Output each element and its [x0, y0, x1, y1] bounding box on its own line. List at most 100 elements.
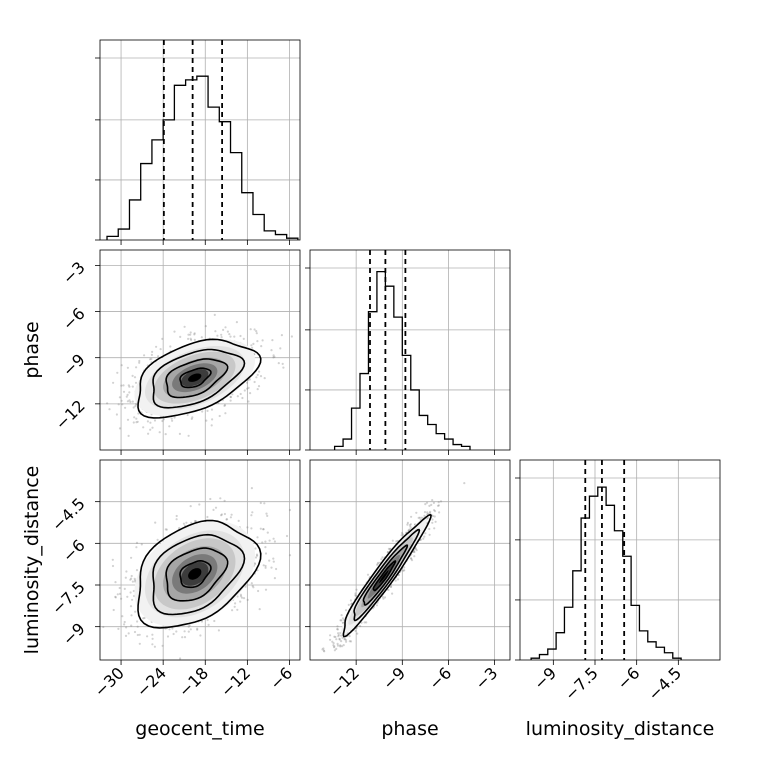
sample-point — [391, 539, 394, 542]
sample-point — [97, 627, 99, 629]
sample-point — [135, 403, 138, 406]
sample-point — [277, 362, 280, 365]
sample-point — [381, 595, 384, 599]
sample-point — [321, 648, 324, 651]
sample-point — [123, 623, 126, 626]
sample-point — [246, 381, 249, 384]
sample-point — [187, 333, 190, 336]
sample-point — [123, 587, 126, 591]
sample-point — [250, 514, 253, 517]
sample-point — [250, 487, 253, 490]
sample-point — [463, 482, 466, 485]
x-tick-label: −24 — [133, 663, 170, 700]
sample-point — [258, 370, 261, 373]
sample-point — [127, 384, 130, 387]
sample-point — [253, 328, 256, 331]
sample-point — [261, 541, 264, 544]
sample-point — [332, 644, 335, 647]
sample-point — [118, 592, 122, 596]
x-axis-label: luminosity_distance — [526, 718, 715, 740]
sample-point — [255, 376, 258, 379]
sample-point — [259, 501, 262, 505]
y-tick-label: −4.5 — [48, 494, 89, 535]
sample-point — [433, 510, 437, 513]
sample-point — [375, 604, 379, 607]
sample-point — [239, 334, 242, 338]
sample-point — [129, 591, 132, 594]
sample-point — [118, 396, 121, 399]
sample-point — [342, 644, 345, 647]
sample-point — [205, 419, 208, 422]
sample-point — [262, 528, 265, 531]
sample-point — [258, 608, 261, 611]
sample-point — [333, 649, 336, 652]
sample-point — [233, 335, 236, 338]
sample-point — [223, 499, 226, 502]
sample-point — [132, 406, 135, 409]
sample-point — [247, 400, 250, 403]
y-axis-label: phase — [21, 321, 43, 378]
sample-point — [151, 633, 154, 636]
sample-point — [173, 416, 176, 419]
sample-point — [337, 633, 340, 637]
sample-point — [336, 628, 339, 631]
sample-point — [280, 334, 283, 337]
sample-point — [272, 560, 275, 563]
sample-point — [376, 563, 379, 566]
sample-point — [137, 412, 140, 415]
sample-point — [279, 347, 282, 350]
sample-point — [204, 325, 207, 328]
sample-point — [120, 364, 123, 367]
sample-point — [241, 396, 244, 400]
sample-point — [149, 421, 152, 424]
sample-point — [134, 579, 137, 582]
sample-point — [129, 578, 132, 581]
sample-point — [165, 528, 168, 531]
sample-point — [150, 353, 153, 356]
sample-point — [256, 536, 259, 539]
sample-point — [348, 640, 351, 643]
sample-point — [439, 500, 443, 503]
sample-point — [126, 393, 129, 396]
sample-point — [98, 588, 100, 590]
sample-point — [337, 632, 340, 635]
sample-point — [410, 559, 414, 562]
sample-point — [189, 628, 192, 631]
sample-point — [182, 522, 185, 525]
sample-point — [130, 624, 133, 627]
sample-point — [189, 331, 192, 334]
sample-point — [187, 630, 190, 633]
sample-point — [112, 381, 115, 384]
sample-point — [212, 508, 215, 511]
sample-point — [438, 511, 441, 514]
sample-point — [338, 637, 341, 641]
sample-point — [187, 337, 190, 340]
sample-point — [325, 661, 327, 663]
sample-point — [133, 416, 136, 419]
sample-point — [270, 349, 273, 352]
sample-point — [397, 573, 400, 577]
sample-point — [111, 564, 115, 568]
sample-point — [390, 585, 393, 589]
sample-point — [207, 623, 210, 627]
sample-point — [175, 630, 178, 633]
sample-point — [343, 638, 346, 641]
sample-point — [431, 518, 434, 521]
sample-point — [417, 516, 420, 520]
sample-point — [338, 638, 341, 641]
sample-point — [376, 562, 379, 565]
sample-point — [128, 399, 131, 402]
sample-point — [428, 527, 431, 531]
contour-line — [152, 348, 246, 409]
sample-point — [252, 586, 255, 589]
sample-point — [190, 521, 193, 524]
sample-point — [218, 414, 221, 418]
sample-point — [400, 531, 404, 535]
sample-point — [118, 427, 122, 430]
sample-point — [339, 619, 342, 622]
x-tick-label: −30 — [91, 663, 128, 700]
sample-point — [341, 621, 344, 624]
sample-point — [233, 605, 236, 608]
sample-point — [133, 577, 136, 580]
sample-point — [337, 635, 340, 638]
